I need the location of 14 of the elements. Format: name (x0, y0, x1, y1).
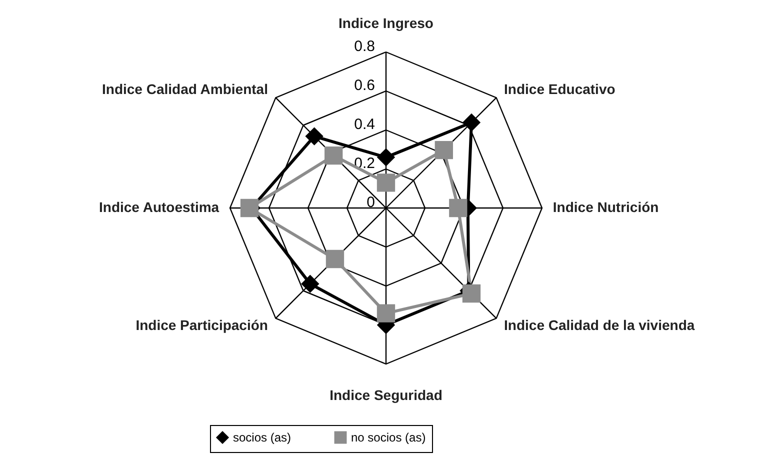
legend-label: no socios (as) (351, 430, 426, 445)
spoke-label: Indice Calidad de la vivienda (504, 317, 695, 334)
y-tick-label: 0.4 (354, 116, 375, 133)
spoke-label: Indice Participación (136, 317, 268, 334)
y-tick-label: 0.6 (354, 77, 375, 94)
spoke-label: Indice Autoestima (99, 199, 220, 215)
spoke-label: Indice Calidad Ambiental (102, 80, 268, 97)
spoke-label: Indice Ingreso (338, 15, 434, 32)
spoke-label: Indice Nutrición (552, 199, 659, 215)
y-tick-label: 0 (366, 194, 375, 211)
legend-label: socios (as) (233, 430, 292, 445)
spoke-label: Indice Educativo (504, 80, 616, 97)
spoke-label: Indice Seguridad (330, 386, 442, 403)
y-tick-label: 0.8 (354, 38, 375, 55)
